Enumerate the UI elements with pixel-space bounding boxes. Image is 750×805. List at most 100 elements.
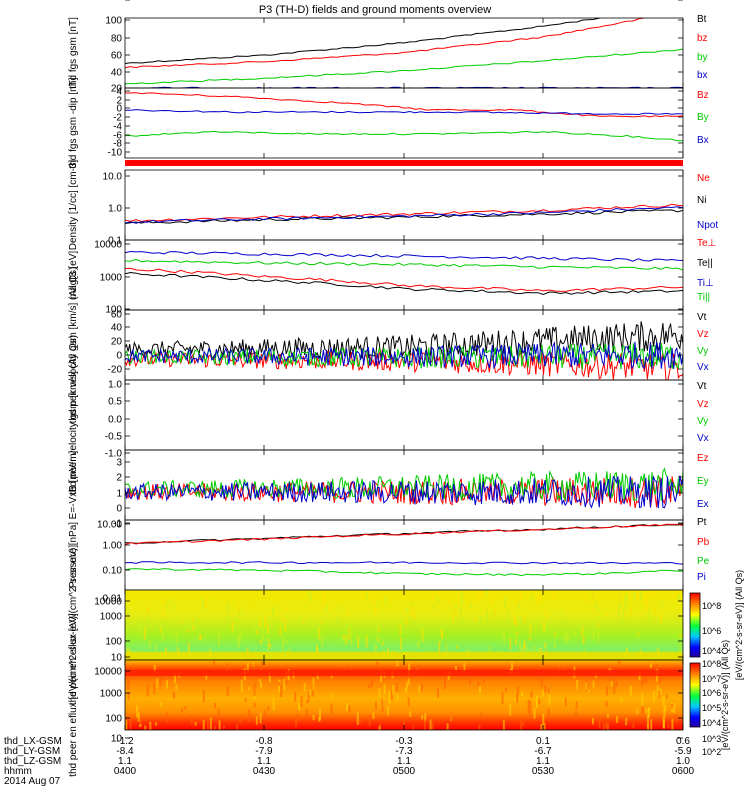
spectrogram-pixel <box>608 668 611 672</box>
spectrogram-pixel <box>405 618 408 625</box>
spectrogram-pixel <box>413 620 416 626</box>
spectrogram-pixel <box>209 717 212 730</box>
spectrogram-pixel <box>166 680 168 689</box>
spectrogram-pixel <box>541 690 544 697</box>
colorbar-tick-label: 10^2 <box>702 747 721 757</box>
spectrogram-pixel <box>159 626 162 634</box>
spectrogram-pixel <box>234 617 237 623</box>
spectrogram-pixel <box>252 602 255 609</box>
spectrogram-pixel <box>146 684 149 697</box>
spectrogram-pixel <box>675 714 678 722</box>
spectrogram-pixel <box>412 724 415 730</box>
figure-title: P3 (TH-D) fields and ground moments over… <box>259 4 491 16</box>
colorbar-label: [eV/(cm^2-s-sr-eV)] (All Qs) <box>720 640 730 750</box>
spectrogram-pixel <box>339 605 342 611</box>
y-tick-label: -8 <box>113 139 122 150</box>
y-tick-label: 10.00 <box>97 520 122 531</box>
x-axis-row-label: thd_LZ-GSM <box>4 756 61 767</box>
x-axis-value: 1.1 <box>257 756 271 767</box>
spectrogram-pixel <box>417 641 420 649</box>
spectrogram-pixel <box>553 643 556 648</box>
spectrogram-pixel <box>160 702 162 707</box>
spectrogram-pixel <box>545 611 548 620</box>
spectrogram-pixel <box>297 710 300 722</box>
spectrogram-pixel <box>395 682 398 692</box>
spectrogram-pixel <box>667 724 670 728</box>
spectrogram-pixel <box>479 616 482 624</box>
spectrogram-pixel <box>388 691 391 704</box>
panel-frame <box>124 169 684 241</box>
spectrogram-pixel <box>180 619 183 623</box>
spectrogram-pixel <box>154 644 157 651</box>
spectrogram-pixel <box>132 664 135 673</box>
spectrogram-pixel <box>497 619 500 626</box>
panel-frame <box>124 17 684 89</box>
spectrogram-pixel <box>647 724 649 730</box>
y-tick-label: 100 <box>105 16 122 27</box>
panel-plot-area <box>125 250 683 296</box>
y-tick-label: -20 <box>108 365 123 376</box>
series-label-by: By <box>697 112 709 123</box>
spectrogram-pixel <box>394 649 397 654</box>
spectrogram-pixel <box>413 613 416 620</box>
spectrogram-pixel <box>357 636 360 649</box>
spectrogram-pixel <box>514 638 517 645</box>
spectrogram-pixel <box>191 616 194 622</box>
spectrogram-pixel <box>187 642 190 653</box>
series-label-vy: Vy <box>697 346 708 357</box>
spectrogram-pixel <box>399 624 402 636</box>
colorbar-tick-label: 10^6 <box>702 626 721 636</box>
spectrogram-pixel <box>279 674 282 680</box>
y-tick-label: -10 <box>108 148 123 159</box>
panel-plot-area <box>125 523 683 577</box>
spectrogram-pixel <box>378 726 381 730</box>
spectrogram-pixel <box>520 691 523 696</box>
y-tick-label: 0 <box>116 504 122 515</box>
spectrogram-pixel <box>203 674 206 682</box>
x-axis-value: -7.3 <box>395 746 413 757</box>
spectrogram-pixel <box>423 720 426 730</box>
spectrogram-pixel <box>240 679 243 692</box>
series-label-bz: Bz <box>697 90 709 101</box>
spectrogram-pixel <box>149 640 152 650</box>
spectrogram-pixel <box>281 614 284 623</box>
spectrogram-pixel <box>162 632 165 642</box>
spectrogram-pixel <box>502 720 505 730</box>
spectrogram-pixel <box>284 607 287 613</box>
x-axis-value: -5.9 <box>674 746 692 757</box>
spectrogram-pixel <box>199 634 202 640</box>
x-axis-row-label: hhmm <box>4 766 32 777</box>
spectrogram-pixel <box>183 628 186 633</box>
spectrogram-pixel <box>592 626 595 639</box>
spectrogram-pixel <box>533 707 536 719</box>
y-axis-label: thd peer velocity gsm [km/s] (All Qs) <box>68 335 79 495</box>
spectrogram-pixel <box>346 702 348 712</box>
spectrogram-pixel <box>516 632 519 636</box>
spectrogram-pixel <box>126 622 129 630</box>
panel-plot-area <box>125 92 683 142</box>
spectrogram-pixel <box>490 612 493 617</box>
spectrogram-pixel <box>608 674 611 681</box>
spectrogram-pixel <box>342 635 345 639</box>
spectrogram-pixel <box>540 724 543 730</box>
spectrogram-pixel <box>137 712 140 722</box>
spectrogram-pixel <box>272 698 275 711</box>
spectrogram-pixel <box>359 620 362 632</box>
spectrogram-pixel <box>137 617 140 624</box>
spectrogram-pixel <box>226 602 229 614</box>
spectrogram-pixel <box>454 608 457 615</box>
spectrogram-pixel <box>218 633 221 646</box>
spectrogram-pixel <box>661 600 663 606</box>
spectrogram-pixel <box>269 643 272 648</box>
spectrogram-pixel <box>267 622 269 634</box>
series-label-ne: Ne <box>697 173 710 184</box>
series-label-ni: Ni <box>697 195 706 206</box>
spectrogram-pixel <box>452 609 455 614</box>
spectrogram-pixel <box>284 619 287 632</box>
y-tick-label: 100 <box>105 305 122 316</box>
spectrogram-pixel <box>530 593 533 601</box>
spectrogram-pixel <box>192 624 195 632</box>
spectrogram-pixel <box>463 662 466 673</box>
colorbar-tick-label: 10^8 <box>702 601 721 611</box>
colorbar-tick-label: 10^5 <box>702 703 721 713</box>
